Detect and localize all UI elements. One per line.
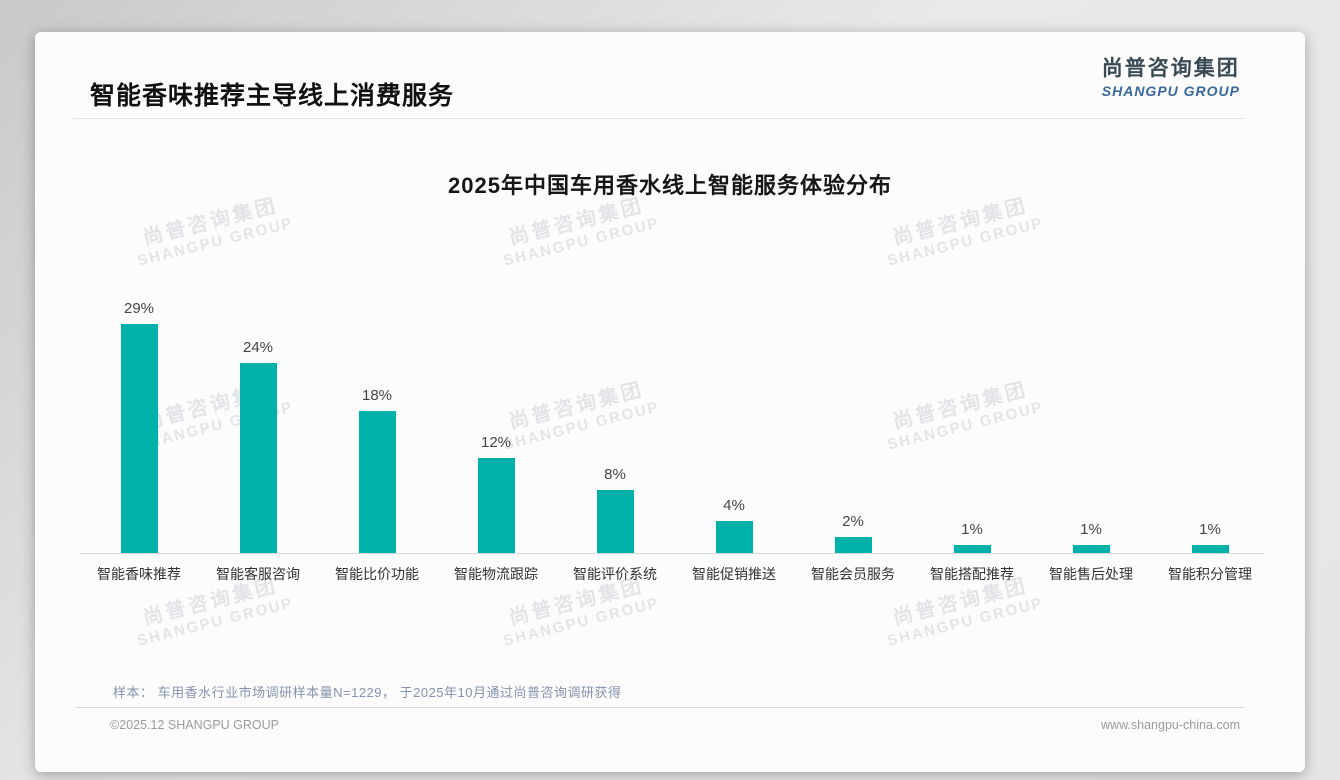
category-label: 智能售后处理 — [1049, 566, 1133, 582]
bar — [1191, 545, 1229, 553]
bar-value-label: 2% — [842, 513, 864, 530]
category-label: 智能评价系统 — [573, 566, 657, 582]
category-label: 智能会员服务 — [811, 566, 895, 582]
footer-divider — [75, 707, 1245, 708]
bar — [120, 324, 158, 553]
bar — [1072, 545, 1110, 553]
bar-value-label: 24% — [242, 339, 274, 356]
category-label: 智能搭配推荐 — [930, 566, 1014, 582]
bar-value-label: 18% — [361, 387, 393, 404]
bar-chart: 29% 智能香味推荐 24% 智能客服咨询 18% 智能比价功能 12% 智能物流跟踪 8% 智能… — [80, 294, 1264, 582]
bar-value-label: 1% — [1199, 521, 1221, 538]
category-label: 智能比价功能 — [335, 566, 419, 582]
bar — [715, 521, 753, 553]
copyright-text: ©2025.12 SHANGPU GROUP — [110, 718, 279, 732]
logo-chinese-name: 尚普咨询集团 — [1101, 57, 1240, 80]
bar — [358, 411, 396, 553]
bar-value-label: 8% — [604, 466, 626, 483]
bar — [953, 545, 991, 553]
bar-value-label: 12% — [480, 434, 512, 451]
bar-value-label: 1% — [1080, 521, 1102, 538]
bar — [596, 490, 634, 553]
bar-value-label: 29% — [123, 300, 155, 317]
company-logo: 尚普咨询集团 SHANGPU GROUP — [1102, 52, 1240, 99]
category-label: 智能促销推送 — [692, 566, 776, 582]
bar — [477, 458, 515, 553]
logo-english-name: SHANGPU GROUP — [1101, 83, 1240, 99]
page-title: 智能香味推荐主导线上消费服务 — [90, 82, 455, 110]
bar — [239, 363, 277, 553]
bar-value-label: 4% — [723, 497, 745, 514]
category-label: 智能积分管理 — [1168, 566, 1252, 582]
category-label: 智能香味推荐 — [97, 566, 181, 582]
category-label: 智能客服咨询 — [216, 566, 300, 582]
header-divider — [73, 118, 1245, 119]
chart-title: 2025年中国车用香水线上智能服务体验分布 — [448, 173, 892, 198]
category-label: 智能物流跟踪 — [454, 566, 538, 582]
sample-note: 样本： 车用香水行业市场调研样本量N=1229， 于2025年10月通过尚普咨询… — [113, 685, 622, 700]
website-link[interactable]: www.shangpu-china.com — [1101, 718, 1240, 732]
bar — [834, 537, 872, 553]
report-card: 尚普咨询集团 SHANGPU GROUP 尚普咨询集团 SHANGPU GROUP 尚普… — [35, 32, 1305, 772]
bar-value-label: 1% — [961, 521, 983, 538]
